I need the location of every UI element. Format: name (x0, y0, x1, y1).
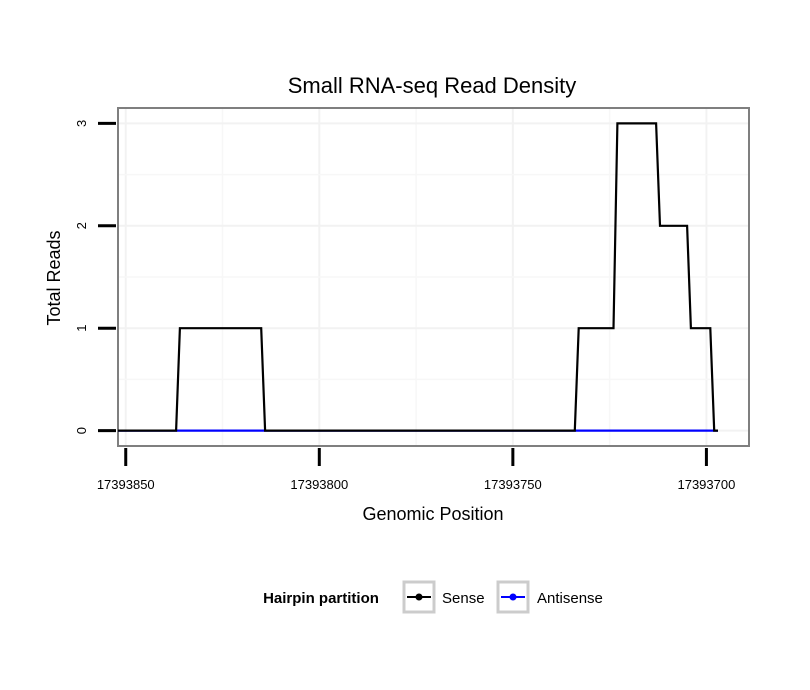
y-tick-label: 0 (74, 427, 89, 434)
y-axis: 0 1 2 3 (74, 120, 116, 434)
x-axis-label: Genomic Position (362, 504, 503, 524)
x-axis: 17393850 17393800 17393750 17393700 (97, 448, 735, 492)
legend-point-sense (415, 593, 423, 601)
x-tick-label: 17393700 (677, 477, 735, 492)
legend-label-antisense: Antisense (537, 590, 603, 607)
legend: Hairpin partition Sense Antisense (263, 580, 603, 614)
legend-title: Hairpin partition (263, 590, 379, 607)
y-tick-label: 2 (74, 222, 89, 229)
y-tick-label: 3 (74, 120, 89, 127)
y-axis-label: Total Reads (44, 230, 64, 325)
legend-point-antisense (509, 593, 517, 601)
series-line-sense (118, 122, 718, 432)
series-layer (118, 122, 718, 432)
x-tick-label: 17393800 (290, 477, 348, 492)
x-tick-label: 17393850 (97, 477, 155, 492)
y-tick-label: 1 (74, 325, 89, 332)
chart-title: Small RNA-seq Read Density (288, 73, 577, 98)
x-tick-label: 17393750 (484, 477, 542, 492)
legend-label-sense: Sense (442, 590, 485, 607)
legend-key-antisense (496, 580, 530, 614)
